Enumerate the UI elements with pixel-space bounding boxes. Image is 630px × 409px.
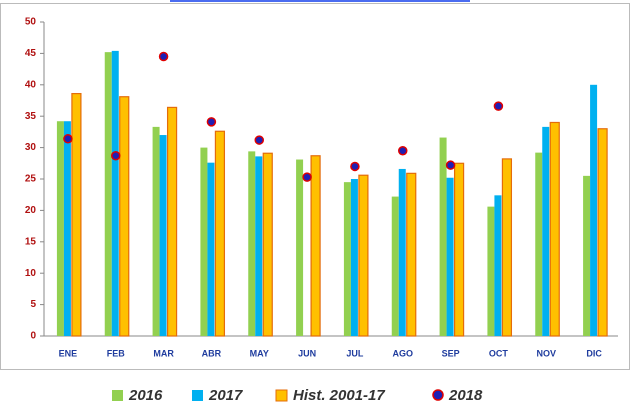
dot (111, 151, 121, 161)
bar (255, 156, 263, 336)
dot (158, 51, 169, 62)
x-tick-label: AGO (392, 348, 413, 358)
bar (310, 155, 321, 337)
bar (487, 206, 495, 336)
legend-label: 2018 (448, 387, 483, 404)
bar (398, 168, 406, 336)
bar (453, 162, 465, 337)
y-tick-label: 50 (25, 17, 37, 28)
bar (446, 177, 454, 336)
x-tick-label: JUN (298, 348, 316, 358)
x-tick-label: ENE (59, 348, 78, 358)
x-tick-label: SEP (442, 348, 460, 358)
bar (597, 128, 608, 337)
bar (439, 137, 447, 336)
bar (583, 175, 591, 336)
y-tick-label: 35 (25, 111, 37, 122)
legend-label: Hist. 2001-17 (293, 387, 385, 404)
y-tick-label: 30 (25, 142, 37, 153)
x-tick-label: ABR (202, 348, 222, 358)
bar (56, 121, 64, 336)
bar (343, 182, 351, 336)
bar (119, 96, 130, 337)
legend-swatch (112, 390, 123, 401)
bar (296, 159, 304, 336)
y-tick-label: 40 (25, 79, 37, 90)
legend-swatch (192, 390, 203, 401)
bar (494, 195, 502, 336)
bar (71, 92, 82, 337)
y-tick-label: 10 (25, 268, 37, 279)
dot (302, 172, 312, 182)
dot (254, 135, 264, 145)
x-tick-label: JUL (346, 348, 364, 358)
x-tick-label: OCT (489, 348, 509, 358)
legend-label: 2016 (128, 387, 163, 404)
y-tick-label: 45 (25, 48, 37, 59)
bar (501, 158, 513, 337)
dot (63, 134, 73, 144)
bar (207, 162, 215, 336)
bar (358, 174, 369, 337)
x-tick-label: FEB (107, 348, 126, 358)
bar (166, 106, 178, 337)
bar (350, 179, 358, 336)
x-tick-label: MAY (250, 348, 269, 358)
bar (214, 130, 226, 337)
legend-swatch (275, 389, 288, 402)
bar (63, 121, 71, 336)
bar (111, 50, 119, 336)
bar (200, 147, 208, 336)
bar (542, 126, 550, 336)
dot (445, 160, 456, 170)
dot (206, 117, 217, 127)
x-tick-label: MAR (153, 348, 174, 358)
dot (493, 101, 504, 111)
bar (590, 84, 598, 336)
dot (350, 161, 360, 172)
legend-label: 2017 (208, 387, 243, 404)
x-tick-label: DIC (586, 348, 602, 358)
y-tick-label: 5 (30, 299, 36, 310)
y-tick-label: 20 (25, 205, 37, 216)
bar (391, 196, 399, 336)
bar (406, 172, 417, 337)
bar (104, 52, 112, 336)
x-tick-label: NOV (536, 348, 556, 358)
y-tick-label: 0 (30, 331, 36, 342)
y-tick-label: 25 (25, 174, 37, 185)
bar (549, 121, 560, 337)
bar (535, 152, 543, 336)
legend-swatch (432, 389, 444, 401)
bar (152, 126, 160, 336)
bar (248, 151, 256, 336)
bar (262, 152, 273, 337)
dot (398, 145, 408, 156)
bar (159, 135, 167, 336)
y-tick-label: 15 (25, 236, 37, 247)
